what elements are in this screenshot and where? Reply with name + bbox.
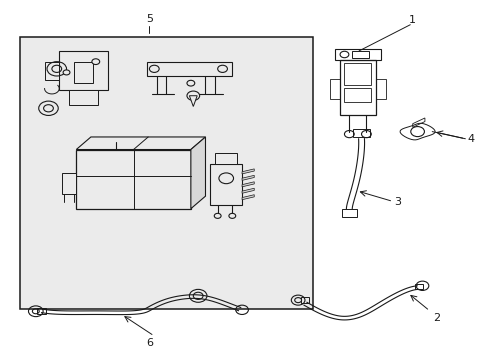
Polygon shape [242, 182, 254, 187]
Circle shape [63, 70, 70, 75]
Bar [74, 62, 93, 83]
Bar [300, 297, 309, 303]
Circle shape [217, 65, 227, 72]
Bar [414, 284, 423, 289]
Text: 4: 4 [467, 134, 474, 144]
Polygon shape [76, 137, 205, 149]
Polygon shape [189, 96, 197, 107]
Circle shape [228, 213, 235, 219]
Polygon shape [76, 149, 190, 209]
Polygon shape [242, 175, 254, 180]
Polygon shape [190, 137, 205, 209]
Circle shape [219, 173, 233, 184]
Polygon shape [242, 169, 254, 174]
Circle shape [186, 91, 199, 100]
Bar [20, 37, 312, 309]
Polygon shape [61, 173, 76, 194]
Circle shape [92, 59, 100, 64]
Polygon shape [242, 195, 254, 200]
Circle shape [186, 80, 194, 86]
Text: 3: 3 [394, 197, 401, 207]
Bar [352, 129, 369, 137]
Polygon shape [44, 62, 59, 80]
Bar [37, 309, 45, 314]
Circle shape [149, 65, 159, 72]
Polygon shape [69, 90, 98, 105]
Polygon shape [59, 51, 108, 90]
Polygon shape [210, 164, 242, 205]
Text: 2: 2 [433, 313, 440, 323]
Text: 5: 5 [145, 14, 153, 24]
Text: 1: 1 [408, 15, 415, 25]
Bar [351, 51, 368, 58]
Polygon shape [242, 188, 254, 193]
Polygon shape [147, 62, 232, 76]
Polygon shape [215, 153, 237, 164]
Text: 6: 6 [145, 338, 153, 348]
Circle shape [214, 213, 221, 219]
Bar [341, 210, 356, 217]
